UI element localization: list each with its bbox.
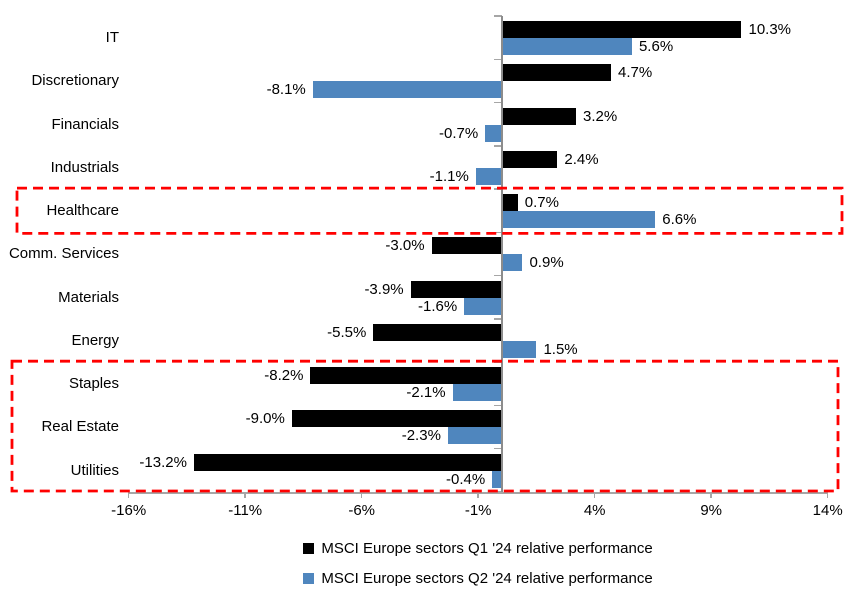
value-label-q1-it: 10.3% [748, 21, 792, 38]
x-tick [127, 492, 130, 498]
bar-q1-comm-services [431, 237, 502, 255]
bar-q2-comm-services [501, 254, 523, 272]
bar-q1-materials [410, 280, 502, 298]
bar-q2-industrials [475, 167, 502, 185]
bar-q2-materials [464, 297, 502, 315]
category-tick [493, 274, 502, 277]
category-tick [493, 15, 502, 17]
bar-q2-real-estate [447, 427, 502, 445]
bar-q1-industrials [501, 150, 558, 168]
value-label-q1-materials: -3.9% [364, 280, 404, 298]
category-label-materials: Materials [58, 288, 119, 306]
value-label-q1-energy: -5.5% [327, 323, 367, 341]
highlight-box-healthcare [15, 186, 844, 235]
value-label-q1-industrials: 2.4% [564, 150, 599, 168]
bar-q1-healthcare [501, 194, 518, 212]
x-tick-label-16: -16% [111, 502, 147, 519]
value-label-q2-materials: -1.6% [418, 297, 458, 315]
legend-item-q1: MSCI Europe sectors Q1 '24 relative perf… [128, 538, 828, 558]
bar-q1-energy [373, 323, 502, 341]
value-label-q1-real-estate: -9.0% [245, 410, 285, 428]
category-label-financials: Financials [51, 115, 119, 133]
value-label-q2-it: 5.6% [638, 38, 674, 55]
bar-q1-utilities [193, 453, 502, 471]
x-tick-label-11: -11% [228, 502, 263, 519]
bar-q1-it [501, 21, 742, 38]
value-label-q2-energy: 1.5% [543, 340, 578, 358]
value-label-q2-real-estate: -2.3% [401, 427, 441, 445]
category-tick [493, 58, 502, 61]
legend-swatch-q1-icon [303, 542, 315, 554]
x-tick-label-1: -1% [464, 502, 492, 519]
category-label-real-estate: Real Estate [41, 418, 119, 436]
bar-q2-staples [452, 384, 502, 402]
category-label-discretionary: Discretionary [31, 72, 119, 90]
bar-q2-it [501, 38, 632, 55]
bar-q2-energy [501, 340, 537, 358]
category-label-healthcare: Healthcare [46, 202, 119, 220]
category-label-utilities: Utilities [70, 461, 119, 479]
value-label-q1-utilities: -13.2% [139, 453, 187, 471]
x-tick-label-9: 9% [700, 502, 723, 519]
category-label-it: IT [105, 29, 119, 46]
x-tick [360, 492, 363, 498]
value-label-q1-comm-services: -3.0% [385, 237, 425, 255]
bar-q1-financials [501, 107, 577, 125]
zero-axis-line [500, 16, 503, 492]
category-label-industrials: Industrials [50, 158, 119, 176]
bar-q1-real-estate [291, 410, 502, 428]
value-label-q1-staples: -8.2% [264, 367, 304, 385]
x-tick [710, 492, 712, 498]
value-label-q2-healthcare: 6.6% [662, 211, 697, 229]
value-label-q1-financials: 3.2% [583, 107, 618, 125]
bar-q2-financials [485, 124, 502, 142]
x-tick [244, 492, 246, 498]
x-tick [593, 492, 596, 498]
x-tick [826, 492, 829, 498]
bar-q2-discretionary [312, 81, 502, 99]
legend-item-q2: MSCI Europe sectors Q2 '24 relative perf… [128, 568, 828, 588]
category-tick [493, 101, 502, 104]
value-label-q2-discretionary: -8.1% [266, 81, 306, 99]
bar-q1-staples [310, 367, 502, 385]
value-label-q2-comm-services: 0.9% [529, 254, 564, 272]
category-label-energy: Energy [71, 331, 119, 349]
category-tick [493, 318, 502, 320]
value-label-q1-discretionary: 4.7% [618, 64, 653, 82]
legend-label-q2: MSCI Europe sectors Q2 '24 relative perf… [321, 569, 653, 587]
value-label-q2-utilities: -0.4% [445, 470, 486, 488]
category-tick [493, 145, 502, 147]
value-label-q2-staples: -2.1% [406, 384, 446, 402]
category-label-staples: Staples [68, 375, 119, 393]
category-label-comm-services: Comm. Services [8, 245, 119, 263]
legend-swatch-q2-icon [303, 572, 315, 584]
bar-q2-healthcare [501, 211, 656, 229]
value-label-q2-industrials: -1.1% [429, 167, 469, 185]
bar-q1-discretionary [501, 64, 611, 82]
x-tick-label-4: 4% [583, 502, 606, 519]
x-tick-label-14: 14% [812, 502, 843, 519]
x-tick-label-6: -6% [348, 502, 376, 519]
value-label-q2-financials: -0.7% [439, 124, 479, 142]
value-label-q1-healthcare: 0.7% [524, 194, 559, 212]
x-tick [477, 492, 479, 498]
legend-label-q1: MSCI Europe sectors Q1 '24 relative perf… [321, 539, 653, 557]
